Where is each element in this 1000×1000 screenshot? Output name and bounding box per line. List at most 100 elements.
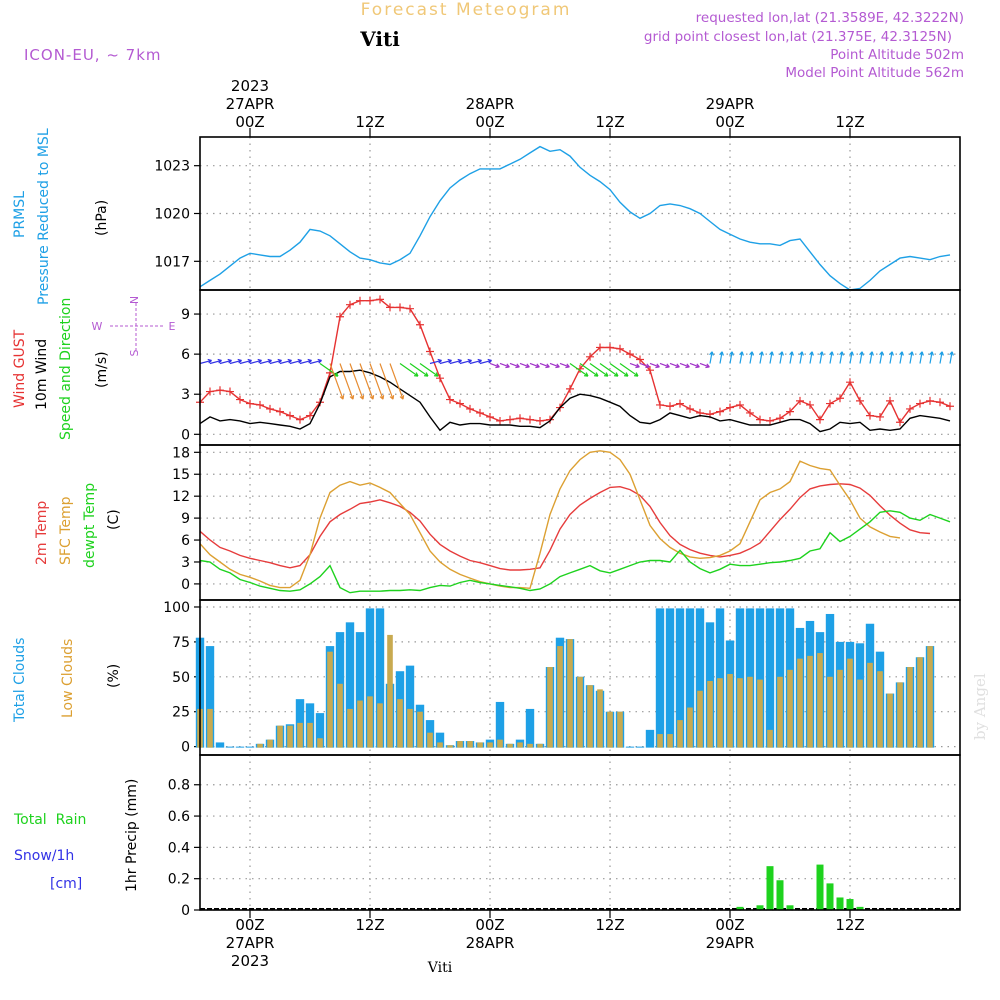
total-cloud-bar xyxy=(655,608,665,748)
top-time-label: 27APR xyxy=(226,95,275,113)
model-altitude: Model Point Altitude 562m xyxy=(785,65,964,81)
top-time-label: 00Z xyxy=(475,113,504,131)
low-cloud-bar xyxy=(917,657,923,748)
gust-marker xyxy=(376,295,384,304)
low-cloud-bar xyxy=(837,669,843,748)
gust-marker xyxy=(246,399,254,408)
gust-marker xyxy=(826,399,834,408)
gust-marker xyxy=(736,400,744,409)
rain-bar xyxy=(826,883,834,910)
low-cloud-bar xyxy=(697,690,703,748)
bottom-time-label: 00Z xyxy=(475,916,504,934)
wind-arrow xyxy=(659,362,670,369)
gust-marker xyxy=(766,416,774,425)
wind-arrow xyxy=(859,351,864,364)
top-time-label: 12Z xyxy=(355,113,384,131)
compass-e: E xyxy=(169,320,176,333)
wind-dir-label: Speed and Direction xyxy=(58,298,74,440)
gust-marker xyxy=(816,415,824,424)
y-tick-label: 1023 xyxy=(154,159,190,175)
low-cloud-bar xyxy=(397,699,403,748)
total-cloud-bar xyxy=(625,746,635,748)
gust-marker xyxy=(286,411,294,420)
panel-frame xyxy=(199,136,961,291)
low-cloud-bar xyxy=(857,679,863,748)
wind-arrow xyxy=(809,351,814,364)
gust-marker xyxy=(876,412,884,421)
low-cloud-bar xyxy=(457,741,463,748)
bottom-time-label: 29APR xyxy=(706,934,755,952)
low-cloud-bar xyxy=(897,682,903,748)
total-cloud-bar xyxy=(435,732,445,748)
wind-gust-line xyxy=(199,298,951,424)
wind-arrow xyxy=(329,363,345,400)
gust-marker xyxy=(486,412,494,421)
bottom-time-label: 12Z xyxy=(835,916,864,934)
wind-arrow xyxy=(309,358,323,365)
total-cloud-bar xyxy=(495,701,505,748)
rain-bar xyxy=(816,864,824,910)
wind-arrow xyxy=(489,362,500,369)
low-cloud-bar xyxy=(687,707,693,748)
temp-labels: 2m Temp SFC Temp dewpt Temp (C) xyxy=(34,483,122,568)
wind-arrow xyxy=(889,351,894,364)
gust-marker xyxy=(856,396,864,405)
panel-3: 0 3 6 9 12 15 18 xyxy=(172,444,961,601)
low-cloud-bar xyxy=(817,653,823,748)
panel-1: 1017 1020 1023 xyxy=(154,136,961,291)
total-cloud-bar xyxy=(205,646,215,748)
total-cloud-bar xyxy=(695,608,705,748)
wind-arrow xyxy=(439,358,453,365)
rain-bar xyxy=(736,906,744,910)
low-cloud-bar xyxy=(327,651,333,748)
wind-arrow xyxy=(559,362,570,369)
low-cloud-bar xyxy=(757,679,763,748)
gust-marker xyxy=(656,400,664,409)
gust-marker xyxy=(936,398,944,407)
gust-marker xyxy=(346,300,354,309)
wind-arrow xyxy=(949,351,954,364)
gust-marker xyxy=(456,399,464,408)
total-cloud-bar xyxy=(675,608,685,748)
y-tick-label: 15 xyxy=(172,467,190,483)
wind-arrow xyxy=(359,363,375,400)
low-cloud-bar xyxy=(617,711,623,748)
low-cloud-bar xyxy=(667,734,673,748)
wind-arrow xyxy=(569,362,589,377)
wind-arrow xyxy=(739,351,744,364)
gust-marker xyxy=(886,396,894,405)
snow-unit-label: [cm] xyxy=(50,876,82,892)
gust-marker xyxy=(266,404,274,413)
top-time-label: 12Z xyxy=(595,113,624,131)
y-tick-label: 18 xyxy=(172,445,190,461)
total-cloud-bar xyxy=(645,729,655,748)
bottom-time-label: 00Z xyxy=(235,916,264,934)
low-cloud-bar xyxy=(447,745,453,748)
wind-arrow xyxy=(249,358,263,365)
wind-arrow xyxy=(339,363,355,400)
sfc-temp-line xyxy=(199,450,901,590)
low-cloud-bar xyxy=(287,725,293,748)
top-time-label: 28APR xyxy=(466,95,515,113)
wind-arrow xyxy=(819,351,824,364)
gust-marker xyxy=(626,350,634,359)
low-cloud-bar xyxy=(367,696,373,748)
rain-bar xyxy=(756,905,764,910)
bottom-time-label: 27APR xyxy=(226,934,275,952)
wind-arrow xyxy=(619,362,639,377)
compass-n: N xyxy=(128,296,141,304)
low-cloud-bar xyxy=(507,743,513,748)
wind-arrow xyxy=(479,358,493,365)
total-cloud-label: Total Clouds xyxy=(12,638,28,723)
wind-arrow xyxy=(779,351,784,364)
wind-arrow xyxy=(509,362,520,369)
gust-marker xyxy=(516,414,524,423)
low-cloud-bar xyxy=(887,693,893,748)
gust-marker xyxy=(786,407,794,416)
low-cloud-bar xyxy=(567,639,573,748)
gust-marker xyxy=(686,404,694,413)
requested-coords: requested lon,lat (21.3589E, 42.3222N) xyxy=(696,10,964,26)
low-cloud-bar xyxy=(657,734,663,748)
total-cloud-bar xyxy=(635,746,645,748)
gust-marker xyxy=(336,312,344,321)
